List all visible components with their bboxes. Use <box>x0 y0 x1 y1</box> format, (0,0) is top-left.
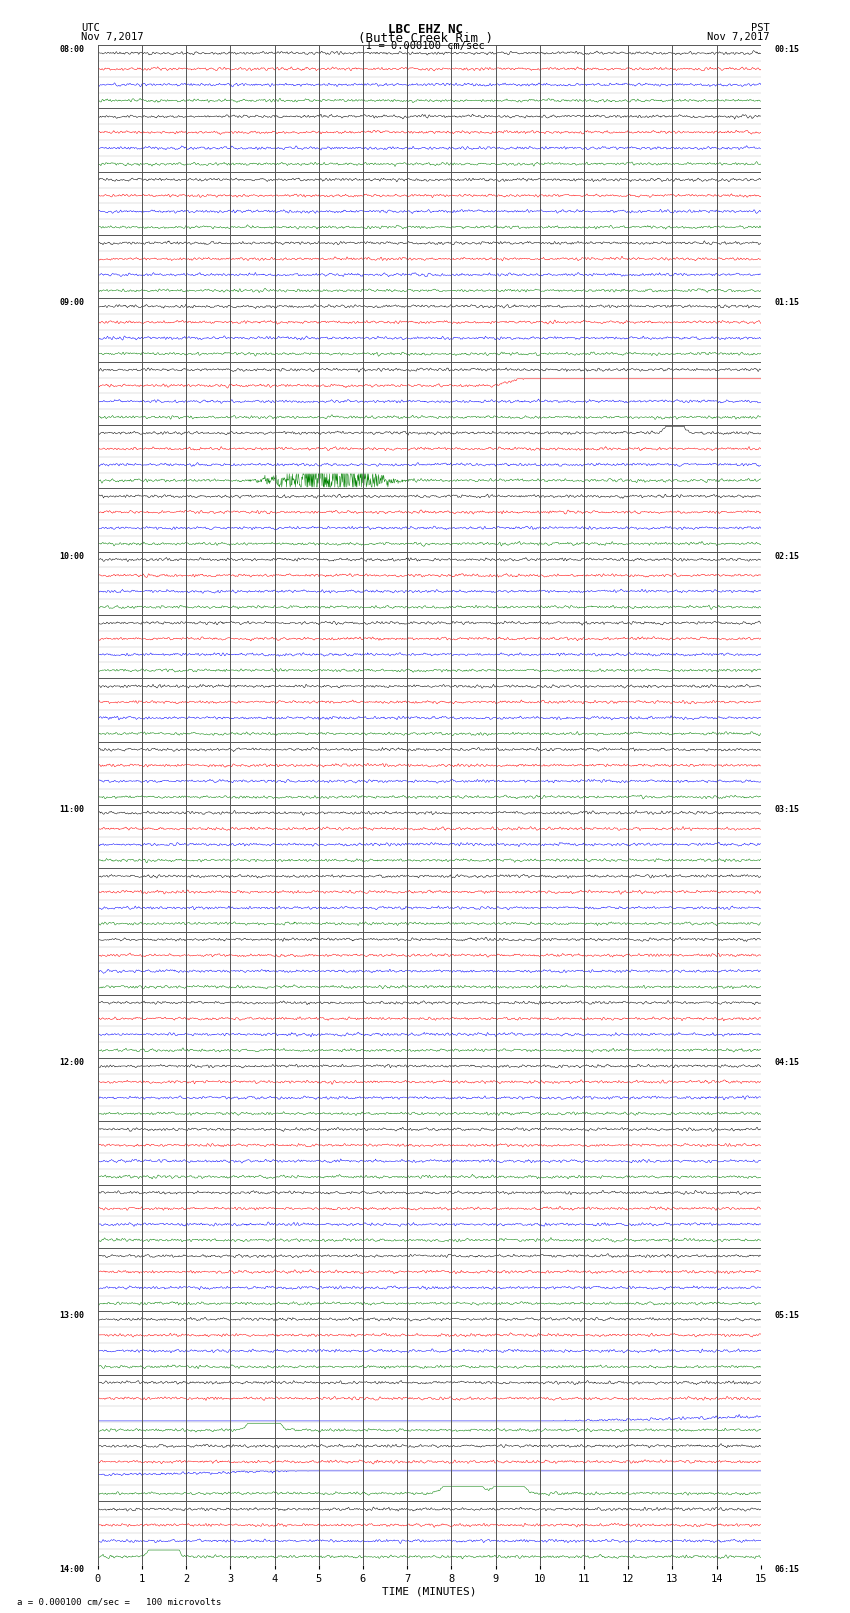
Text: 04:15: 04:15 <box>774 1058 799 1068</box>
Text: UTC: UTC <box>81 24 99 34</box>
Text: a = 0.000100 cm/sec =   100 microvolts: a = 0.000100 cm/sec = 100 microvolts <box>17 1597 221 1607</box>
X-axis label: TIME (MINUTES): TIME (MINUTES) <box>382 1587 477 1597</box>
Text: 11:00: 11:00 <box>60 805 84 815</box>
Text: LBC EHZ NC: LBC EHZ NC <box>388 24 462 37</box>
Text: PST: PST <box>751 24 769 34</box>
Text: 08:00: 08:00 <box>60 45 84 55</box>
Text: 13:00: 13:00 <box>60 1311 84 1321</box>
Text: 06:15: 06:15 <box>774 1565 799 1574</box>
Text: 03:15: 03:15 <box>774 805 799 815</box>
Text: 10:00: 10:00 <box>60 552 84 561</box>
Text: 09:00: 09:00 <box>60 298 84 308</box>
Text: 00:15: 00:15 <box>774 45 799 55</box>
Text: I = 0.000100 cm/sec: I = 0.000100 cm/sec <box>366 40 484 52</box>
Text: (Butte Creek Rim ): (Butte Creek Rim ) <box>358 32 492 45</box>
Text: 14:00: 14:00 <box>60 1565 84 1574</box>
Text: 12:00: 12:00 <box>60 1058 84 1068</box>
Text: Nov 7,2017: Nov 7,2017 <box>81 32 144 42</box>
Text: Nov 7,2017: Nov 7,2017 <box>706 32 769 42</box>
Text: 05:15: 05:15 <box>774 1311 799 1321</box>
Text: 02:15: 02:15 <box>774 552 799 561</box>
Text: 01:15: 01:15 <box>774 298 799 308</box>
